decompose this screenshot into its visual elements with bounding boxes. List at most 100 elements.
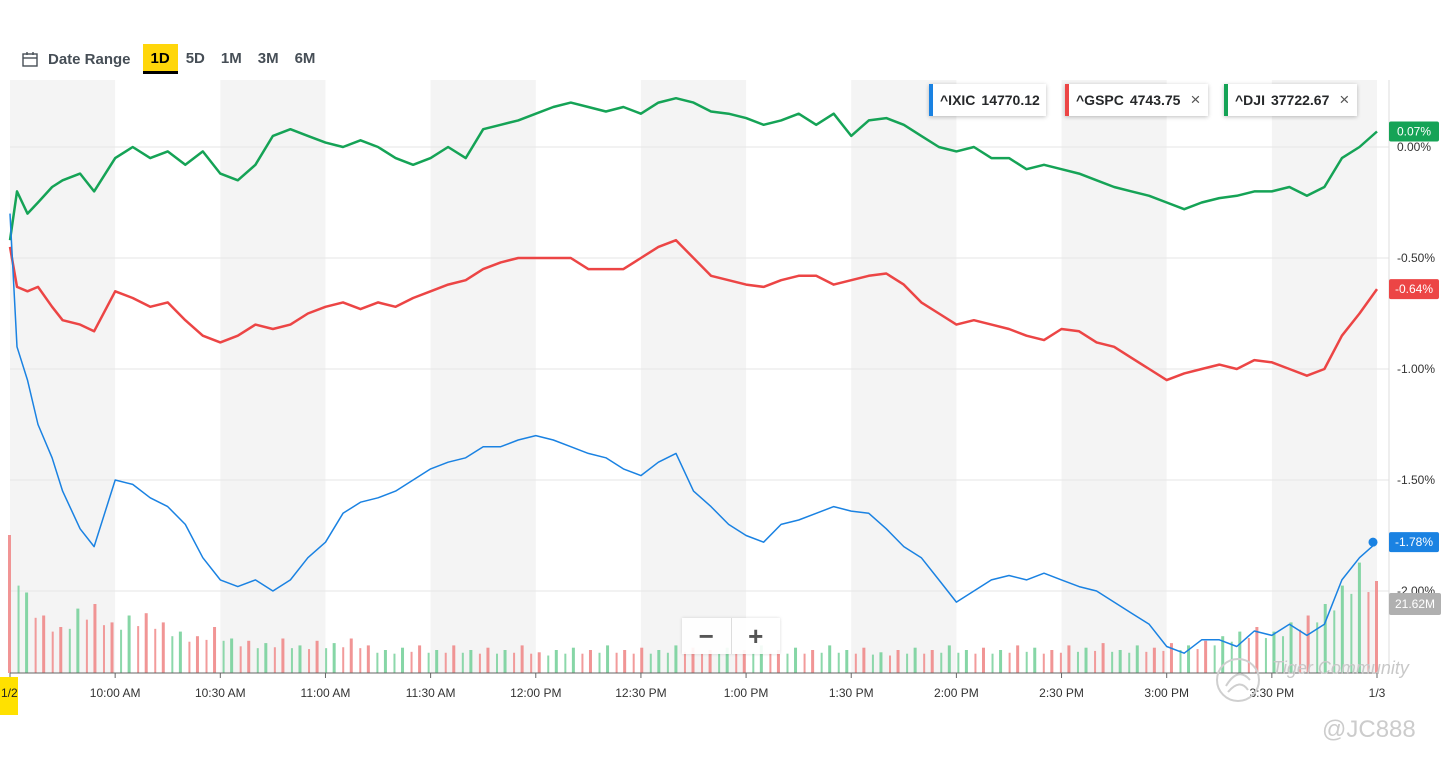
volume-bar: [632, 653, 635, 673]
volume-bar: [513, 652, 516, 673]
volume-bar: [862, 647, 866, 673]
x-tick-label: 1:00 PM: [724, 686, 769, 700]
volume-bar: [913, 647, 917, 673]
volume-bar: [418, 645, 422, 673]
volume-bar: [742, 650, 746, 673]
range-button-6m[interactable]: 6M: [294, 50, 316, 67]
volume-bar: [769, 652, 772, 673]
range-button-3m[interactable]: 3M: [257, 50, 279, 67]
volume-bar: [947, 645, 951, 673]
last-value-tag: -0.64%: [1395, 282, 1433, 296]
ixic-last-point: [1368, 537, 1378, 547]
volume-bar: [1059, 652, 1062, 673]
volume-bar: [991, 653, 994, 673]
volume-bar: [879, 652, 883, 673]
volume-bar: [820, 652, 823, 673]
zoom-controls: − +: [682, 618, 780, 654]
volume-bar: [51, 631, 54, 673]
volume-bar: [1264, 638, 1267, 673]
remove-dji-close-icon[interactable]: ×: [1339, 90, 1350, 109]
volume-bar: [349, 638, 353, 673]
volume-bar: [1042, 653, 1045, 673]
volume-bar: [906, 653, 909, 673]
zoom-in-button[interactable]: +: [748, 620, 764, 651]
volume-bar: [1179, 650, 1182, 673]
volume-bar: [974, 653, 977, 673]
range-button-1m[interactable]: 1M: [220, 50, 242, 67]
volume-bar: [1094, 650, 1097, 673]
volume-bar: [273, 647, 276, 673]
volume-bar: [615, 652, 618, 673]
volume-bar: [940, 652, 943, 673]
legend-chip-gspc[interactable]: ^GSPC 4743.75 ×: [1065, 84, 1209, 116]
calendar-icon[interactable]: [22, 51, 38, 67]
volume-bar: [1196, 649, 1199, 673]
range-button-1d[interactable]: 1D: [142, 44, 178, 74]
legend-chip-ixic[interactable]: ^IXIC 14770.12: [929, 84, 1046, 116]
volume-bar: [1340, 585, 1344, 673]
x-tick-label: 10:00 AM: [90, 686, 141, 700]
x-axis: 1/2 10:00 AM 10:30 AM 11:00 AM 11:30 AM 12:00…: [0, 672, 1386, 715]
volume-bar: [1204, 640, 1208, 673]
volume-bar: [205, 639, 208, 673]
volume-bar: [256, 648, 259, 673]
volume-bar: [571, 647, 575, 673]
volume-bar: [674, 645, 678, 673]
volume-bar: [1230, 641, 1233, 673]
x-tick-label: 2:30 PM: [1039, 686, 1084, 700]
volume-bar: [666, 652, 669, 673]
date-marker-start: [0, 677, 18, 715]
volume-bar: [1221, 636, 1225, 673]
volume-bar: [718, 653, 721, 673]
volume-tag: 21.62M: [1395, 597, 1435, 611]
volume-bar: [786, 653, 789, 673]
last-value-tag: 0.07%: [1397, 124, 1431, 138]
series-line-ixic: [9, 213, 1378, 654]
volume-bar: [1375, 581, 1378, 673]
watermark-community: Tiger Community: [1272, 658, 1409, 678]
volume-bar: [410, 651, 413, 673]
legend-color-swatch: [929, 84, 933, 116]
volume-bar: [845, 650, 849, 673]
volume-bar: [359, 648, 362, 673]
time-band: [1061, 80, 1167, 673]
volume-bar: [957, 652, 960, 673]
time-band: [430, 80, 536, 673]
x-tick-label: 1/2: [1, 686, 18, 700]
volume-bar: [828, 645, 832, 673]
volume-bar: [752, 652, 755, 673]
volume-bar: [776, 650, 780, 673]
volume-bar: [1213, 645, 1216, 673]
volume-bar: [298, 645, 302, 673]
volume-bar: [17, 585, 20, 673]
volume-tag-bg: [1389, 593, 1441, 615]
range-button-5d[interactable]: 5D: [185, 50, 205, 67]
volume-bar: [999, 650, 1003, 673]
x-tick-label: 10:30 AM: [195, 686, 246, 700]
y-tick-label: 0.00%: [1397, 140, 1431, 154]
time-bands: [10, 80, 1377, 673]
time-band: [220, 80, 326, 673]
volume-bar: [315, 640, 319, 673]
volume-bar: [93, 604, 97, 673]
volume-bar: [383, 650, 387, 673]
volume-bar: [606, 645, 610, 673]
volume-bar: [342, 647, 345, 673]
zoom-out-button[interactable]: −: [682, 618, 732, 654]
volume-bar: [735, 653, 738, 673]
volume-bar: [520, 645, 524, 673]
volume-bar: [42, 615, 46, 673]
volume-bar: [1152, 647, 1156, 673]
volume-bar: [461, 652, 464, 673]
date-range-label[interactable]: Date Range: [48, 50, 131, 68]
last-value-tag-bg: [1389, 279, 1439, 300]
volume-bar: [554, 650, 558, 673]
volume-bar: [803, 653, 806, 673]
remove-gspc-close-icon[interactable]: ×: [1190, 90, 1201, 109]
volume-bar: [1111, 651, 1114, 673]
volume-bar: [1367, 592, 1370, 673]
volume-bar: [964, 650, 968, 673]
volume-bar: [981, 647, 985, 673]
legend-chip-dji[interactable]: ^DJI 37722.67 ×: [1224, 84, 1358, 116]
